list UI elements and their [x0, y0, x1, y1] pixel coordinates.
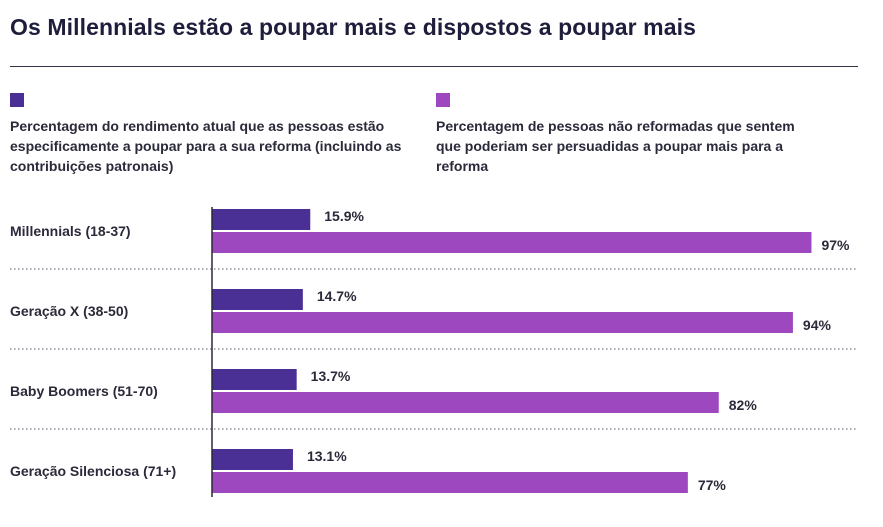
category-label: Geração X (38-50): [10, 303, 128, 319]
category-label: Baby Boomers (51-70): [10, 383, 158, 399]
data-label: 15.9%: [324, 208, 364, 224]
chart-title: Os Millennials estão a poupar mais e dis…: [10, 14, 696, 40]
bar-series-1: [212, 289, 303, 310]
data-label: 77%: [698, 477, 727, 493]
bar-series-1: [212, 209, 311, 230]
data-label: 13.1%: [307, 448, 347, 464]
data-label: 14.7%: [317, 288, 357, 304]
legend-swatch-series-1: [10, 93, 24, 107]
data-label: 94%: [803, 317, 832, 333]
category-label: Millennials (18-37): [10, 223, 131, 239]
bar-series-2: [212, 312, 793, 333]
bar-series-1: [212, 449, 293, 470]
bar-series-2: [212, 232, 812, 253]
bar-series-2: [212, 472, 688, 493]
data-label: 82%: [729, 397, 758, 413]
legend-swatch-series-2: [436, 93, 450, 107]
legend-label-series-2: Percentagem de pessoas não reformadas qu…: [436, 118, 795, 174]
bar-series-2: [212, 392, 719, 413]
category-label: Geração Silenciosa (71+): [10, 463, 176, 479]
data-label: 97%: [821, 237, 850, 253]
bar-series-1: [212, 369, 297, 390]
legend-item-series-2: Percentagem de pessoas não reformadas qu…: [436, 93, 796, 176]
legend-label-series-1: Percentagem do rendimento atual que as p…: [10, 118, 402, 174]
data-label: 13.7%: [311, 368, 351, 384]
legend-item-series-1: Percentagem do rendimento atual que as p…: [10, 93, 410, 176]
title-divider: [10, 66, 858, 67]
